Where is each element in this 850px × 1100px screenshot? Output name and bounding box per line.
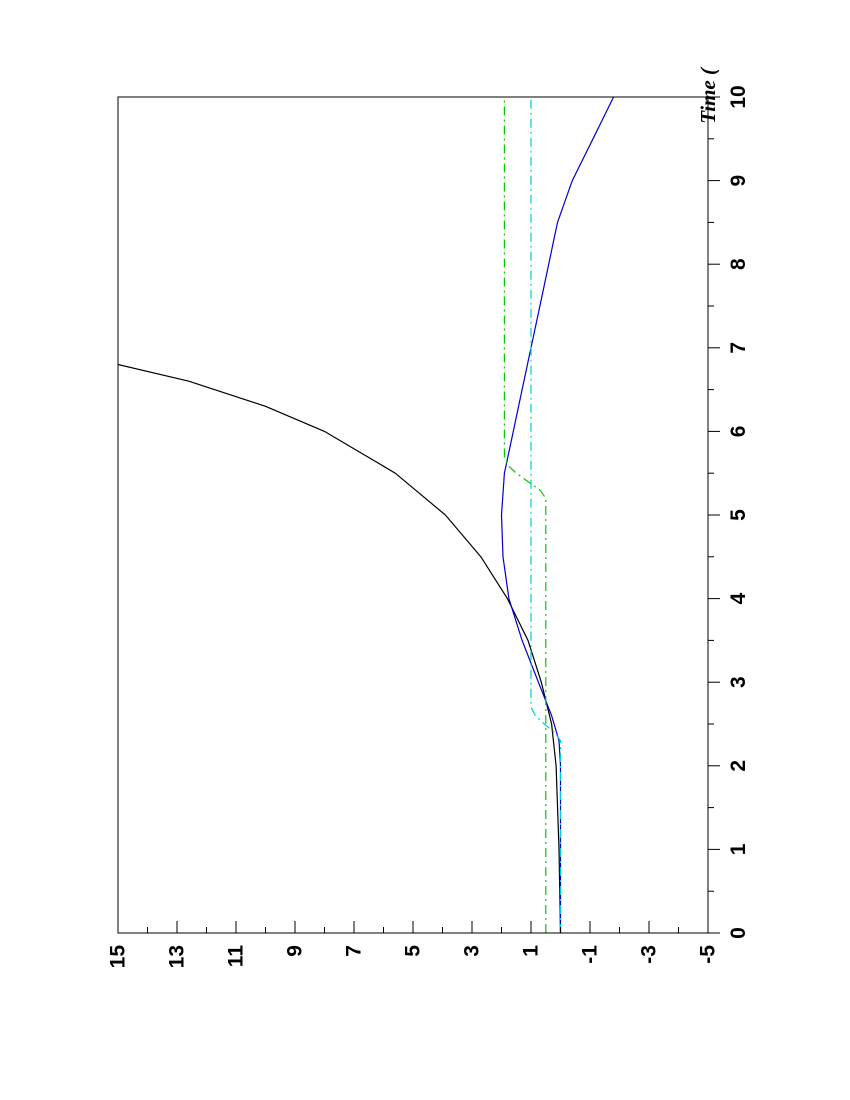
x-tick-label: 8 xyxy=(727,258,750,270)
y-tick-label: 15 xyxy=(107,945,130,969)
plot-frame xyxy=(117,96,709,934)
series-line-1 xyxy=(117,363,562,934)
y-tick-label: 5 xyxy=(402,945,425,957)
x-tick-label: 2 xyxy=(727,760,750,772)
x-tick-label: 10 xyxy=(727,85,750,108)
series-layer xyxy=(117,96,615,934)
x-tick-label: 5 xyxy=(727,509,750,521)
x-tick-label: 3 xyxy=(727,676,750,688)
series-line-4 xyxy=(530,97,562,933)
y-tick-label: -1 xyxy=(579,945,602,964)
y-tick-label: -5 xyxy=(697,945,720,964)
x-axis: 0 1 2 3 4 5 6 7 8 9 10 xyxy=(707,85,750,939)
series-line-3 xyxy=(503,97,547,933)
y-tick-label: 11 xyxy=(225,945,248,968)
x-tick-label: 0 xyxy=(727,927,750,939)
x-axis-title: Time ( xyxy=(696,66,720,124)
y-tick-label: 7 xyxy=(343,945,366,957)
y-tick-label: -3 xyxy=(638,945,661,964)
y-tick-label: 9 xyxy=(284,945,307,957)
x-tick-label: 4 xyxy=(727,592,750,604)
x-tick-label: 9 xyxy=(727,175,750,187)
y-tick-label: 13 xyxy=(166,945,189,968)
x-tick-label: 7 xyxy=(727,342,750,354)
x-tick-label: 1 xyxy=(727,843,750,855)
y-tick-label: 3 xyxy=(461,945,484,957)
y-tick-label: 1 xyxy=(520,945,543,957)
x-tick-label: 6 xyxy=(727,426,750,438)
